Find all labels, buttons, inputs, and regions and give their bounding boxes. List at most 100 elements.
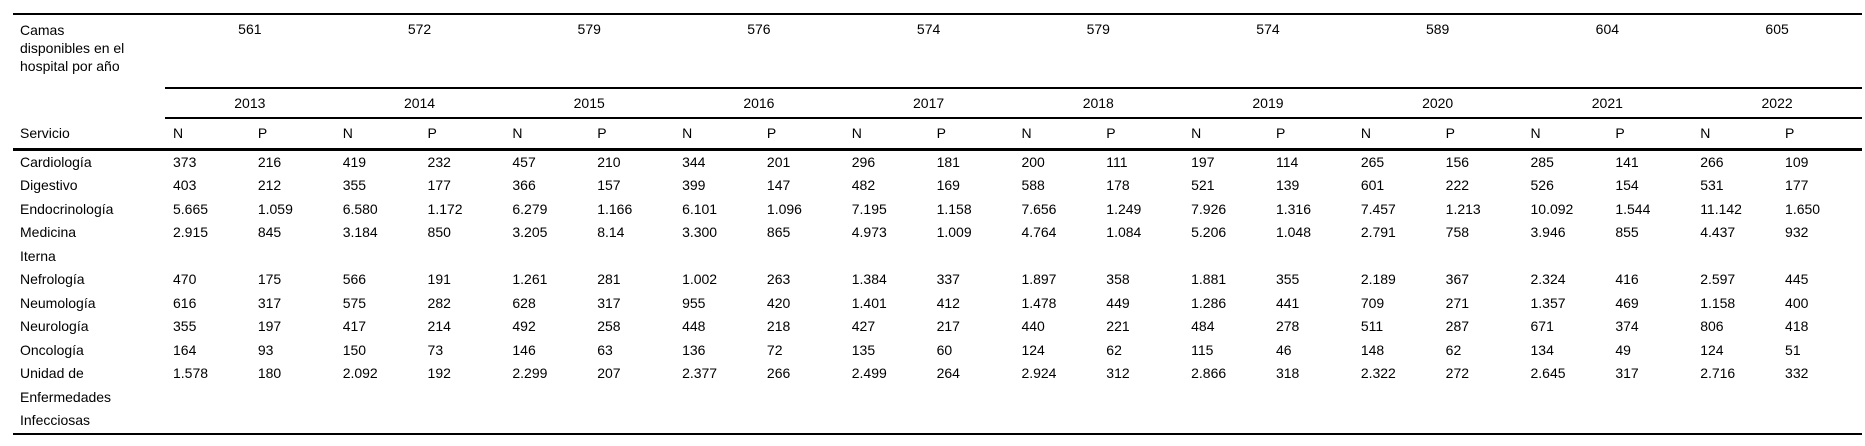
year-header: 2013 [165, 88, 335, 119]
data-cell: 1.881 [1191, 271, 1227, 287]
col-header-n: N [1692, 118, 1778, 151]
col-header-n: N [1183, 118, 1268, 151]
data-cell: 210 [597, 153, 621, 170]
beds-count: 605 [1692, 14, 1862, 89]
data-cell: 419 [342, 153, 367, 170]
col-header-n: N [843, 118, 929, 151]
data-cell: 154 [1615, 177, 1639, 193]
data-cell: 3.946 [1530, 224, 1566, 240]
data-cell: 1.650 [1785, 200, 1821, 217]
data-cell: 449 [1106, 294, 1130, 311]
data-cell: 855 [1615, 224, 1639, 240]
data-cell: 7.926 [1191, 200, 1227, 217]
data-cell: 146 [512, 341, 536, 358]
data-cell: 845 [257, 224, 282, 240]
data-cell: 124 [1021, 341, 1045, 358]
page: Camas disponibles en el hospital por año… [13, 13, 1862, 435]
beds-count: 576 [674, 14, 844, 89]
data-cell: 318 [1275, 365, 1300, 381]
data-cell: 266 [1700, 153, 1724, 170]
data-cell: 1.002 [682, 271, 718, 287]
data-cell: 2.645 [1530, 365, 1566, 381]
year-header: 2014 [334, 88, 505, 119]
data-cell: 282 [427, 294, 451, 311]
data-cell: 1.357 [1530, 294, 1566, 311]
beds-count: 574 [843, 14, 1014, 89]
data-cell: 1.158 [936, 200, 972, 217]
data-cell: 169 [936, 177, 960, 193]
year-header: 2022 [1692, 88, 1862, 119]
col-header-n: N [165, 118, 250, 151]
data-cell: 114 [1275, 153, 1299, 170]
data-cell: 469 [1615, 294, 1639, 311]
data-cell: 266 [766, 365, 791, 381]
year-header: 2016 [674, 88, 844, 119]
beds-row: Camas disponibles en el hospital por año… [13, 14, 1862, 89]
data-cell: 588 [1021, 177, 1045, 193]
years-row-spacer [13, 88, 165, 118]
data-cell: 1.009 [936, 224, 972, 240]
data-cell: 355 [1275, 271, 1300, 287]
data-cell: 8.14 [597, 224, 625, 240]
table-row: Unidad de Enfermedades Infecciosas 1.578 1… [13, 362, 1862, 434]
data-cell: 136 [682, 341, 706, 358]
data-cell: 575 [342, 294, 367, 311]
data-cell: 4.437 [1700, 224, 1736, 240]
data-cell: 7.195 [851, 200, 887, 217]
data-cell: 1.286 [1191, 294, 1227, 311]
data-cell: 427 [851, 318, 876, 334]
data-cell: 258 [597, 318, 621, 334]
data-cell: 141 [1615, 153, 1639, 170]
data-cell: 263 [766, 271, 791, 287]
data-cell: 511 [1360, 318, 1384, 334]
data-cell: 337 [936, 271, 960, 287]
data-cell: 62 [1106, 341, 1122, 358]
data-cell: 264 [936, 365, 960, 381]
data-cell: 5.206 [1191, 224, 1227, 240]
data-cell: 72 [766, 341, 783, 358]
data-cell: 2.299 [512, 365, 548, 381]
table-body: Cardiología 373 216 419 232 457 210 344 201 296 18… [13, 149, 1862, 434]
data-cell: 3.300 [682, 224, 718, 240]
col-header-p: P [928, 118, 1014, 151]
data-cell: 177 [1785, 177, 1809, 193]
col-header-p: P [1607, 118, 1693, 151]
data-cell: 1.578 [173, 365, 209, 381]
data-cell: 2.322 [1360, 365, 1396, 381]
col-header-n: N [504, 118, 590, 151]
data-cell: 1.096 [766, 200, 802, 217]
data-cell: 197 [1191, 153, 1215, 170]
data-cell: 175 [257, 271, 282, 287]
data-cell: 134 [1530, 341, 1554, 358]
data-cell: 344 [682, 153, 706, 170]
data-cell: 156 [1445, 153, 1470, 170]
data-cell: 1.897 [1021, 271, 1057, 287]
data-cell: 278 [1275, 318, 1300, 334]
data-cell: 197 [257, 318, 282, 334]
data-cell: 135 [851, 341, 876, 358]
col-header-p: P [249, 118, 335, 151]
data-cell: 218 [766, 318, 791, 334]
data-cell: 531 [1700, 177, 1724, 193]
data-cell: 157 [597, 177, 621, 193]
data-cell: 4.973 [851, 224, 887, 240]
data-cell: 317 [597, 294, 621, 311]
col-header-p: P [1777, 118, 1862, 151]
col-header-n: N [1013, 118, 1099, 151]
data-cell: 441 [1275, 294, 1300, 311]
data-cell: 6.101 [682, 200, 718, 217]
service-name: Endocrinología [20, 200, 114, 217]
service-name: Unidad de Enfermedades Infecciosas [20, 365, 112, 428]
service-name: Neurología [20, 318, 89, 334]
data-cell: 7.656 [1021, 200, 1057, 217]
data-cell: 147 [766, 177, 791, 193]
data-cell: 1.401 [851, 294, 887, 311]
data-cell: 5.665 [173, 200, 209, 217]
data-cell: 671 [1530, 318, 1554, 334]
data-cell: 3.205 [512, 224, 548, 240]
data-cell: 265 [1360, 153, 1385, 170]
data-cell: 201 [766, 153, 791, 170]
table-row: Cardiología 373 216 419 232 457 210 344 201 296 18… [13, 149, 1862, 174]
data-cell: 217 [936, 318, 960, 334]
data-cell: 440 [1021, 318, 1045, 334]
